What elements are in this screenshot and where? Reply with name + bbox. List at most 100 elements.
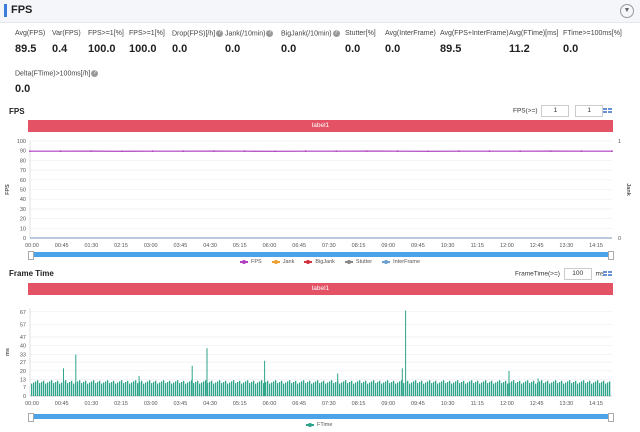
frametime-bar (385, 381, 387, 396)
frametime-x-tick: 11:15 (471, 401, 484, 407)
fps-point (335, 150, 338, 153)
help-icon[interactable]: ? (332, 30, 340, 37)
frametime-bar (189, 381, 191, 396)
frametime-bar (455, 381, 457, 396)
fps-x-tick: 10:30 (441, 243, 455, 249)
frametime-bar (315, 381, 317, 396)
frametime-bar (527, 380, 529, 396)
fps-point (243, 150, 246, 153)
fps-slider-handle-left[interactable] (28, 251, 34, 260)
frametime-label-bar[interactable]: label1 (28, 283, 613, 295)
frametime-spike (537, 378, 539, 396)
fps-x-tick: 04:30 (203, 243, 217, 249)
frametime-bar (467, 382, 469, 396)
frametime-bar (55, 381, 57, 396)
frametime-x-tick: 00:00 (25, 401, 39, 407)
frametime-table-view-icon[interactable] (603, 271, 613, 277)
frametime-bar (223, 381, 225, 396)
frametime-bar (33, 382, 35, 396)
frametime-bar (47, 382, 49, 396)
metric-card: Var(FPS) 0.4 (52, 30, 122, 55)
frametime-bar (513, 380, 515, 396)
frametime-bar (445, 383, 447, 396)
fps-slider-handle-right[interactable] (608, 251, 614, 260)
frametime-bar (93, 380, 95, 396)
frametime-bar (499, 380, 501, 396)
fps-table-view-icon[interactable] (603, 108, 613, 114)
legend-item[interactable]: BigJank (304, 259, 335, 265)
frametime-bar (205, 380, 207, 396)
legend-item[interactable]: Jank (271, 259, 294, 265)
frametime-bar (259, 381, 261, 396)
fps-point (488, 150, 491, 153)
metric-label: Avg(InterFrame) (385, 30, 436, 37)
fps-x-tick: 13:30 (559, 243, 573, 249)
frametime-x-tick: 14:15 (589, 401, 603, 407)
collapse-button[interactable]: ▼ (620, 4, 634, 18)
frametime-bar (83, 381, 85, 396)
frametime-slider-handle-left[interactable] (28, 413, 34, 422)
frametime-bar (53, 383, 55, 396)
frametime-bar (509, 382, 511, 396)
metric-card: Avg(InterFrame) 0.0 (385, 30, 455, 55)
metric-value: 100.0 (88, 43, 116, 55)
legend-item[interactable]: InterFrame (382, 259, 420, 265)
legend-item[interactable]: Stutter (344, 259, 373, 265)
frametime-bar (387, 380, 389, 396)
frametime-time-slider[interactable] (28, 413, 614, 422)
frametime-bar (333, 383, 335, 396)
frametime-bar (57, 380, 59, 396)
fps-y-tick: 50 (20, 188, 26, 194)
frametime-bar (471, 380, 473, 396)
frametime-x-tick: 12:00 (500, 401, 514, 407)
fps-time-slider[interactable] (28, 251, 614, 260)
metric-label: Stutter[%] (345, 30, 376, 37)
frametime-slider-handle-right[interactable] (608, 413, 614, 422)
metric-value: 0.0 (172, 43, 188, 56)
fps-point (90, 150, 93, 152)
legend-swatch (344, 259, 353, 264)
frametime-bar (139, 381, 141, 396)
fps-threshold-input-2[interactable]: 1 (575, 105, 604, 117)
frametime-bars (31, 310, 611, 396)
frametime-bar (435, 380, 437, 396)
frametime-bar (511, 381, 513, 396)
frametime-bar (131, 382, 133, 396)
frametime-bar (347, 383, 349, 396)
frametime-y-tick: 27 (20, 360, 26, 366)
frametime-bar (213, 383, 215, 396)
frametime-bar (531, 381, 533, 396)
frametime-bar (135, 380, 137, 396)
frametime-spike (63, 368, 64, 396)
frametime-bar (559, 381, 561, 396)
frametime-bar (569, 380, 571, 396)
legend-label: Stutter (355, 259, 373, 265)
frametime-bar (265, 381, 267, 396)
fps-x-tick: 03:45 (174, 243, 188, 249)
frametime-bar (549, 383, 551, 396)
fps-point (396, 150, 399, 153)
legend-label: FPS (251, 259, 262, 265)
metric-card: Stutter[%] 0.0 (345, 30, 415, 55)
legend-item[interactable]: FTime (306, 422, 332, 428)
help-icon[interactable]: ? (216, 30, 224, 37)
frametime-bar (415, 380, 417, 396)
frametime-bar (349, 381, 351, 396)
metric-label: Var(FPS) (52, 30, 81, 37)
help-icon[interactable]: ? (91, 70, 99, 77)
frametime-x-tick: 08:15 (352, 401, 366, 407)
frametime-spike (264, 360, 266, 396)
frametime-bar (517, 381, 519, 396)
frametime-bar (147, 381, 149, 396)
metric-label: BigJank(/10min)? (281, 30, 340, 38)
fps-label-bar[interactable]: label1 (28, 120, 613, 132)
fps-threshold-input-1[interactable]: 1 (541, 105, 570, 117)
frametime-bar (31, 383, 33, 396)
help-icon[interactable]: ? (266, 30, 274, 37)
frametime-bar (37, 380, 39, 396)
frametime-bar (177, 380, 179, 396)
frametime-threshold-input[interactable]: 100 (563, 268, 592, 280)
frametime-bar (407, 380, 409, 396)
legend-item[interactable]: FPS (240, 259, 262, 265)
